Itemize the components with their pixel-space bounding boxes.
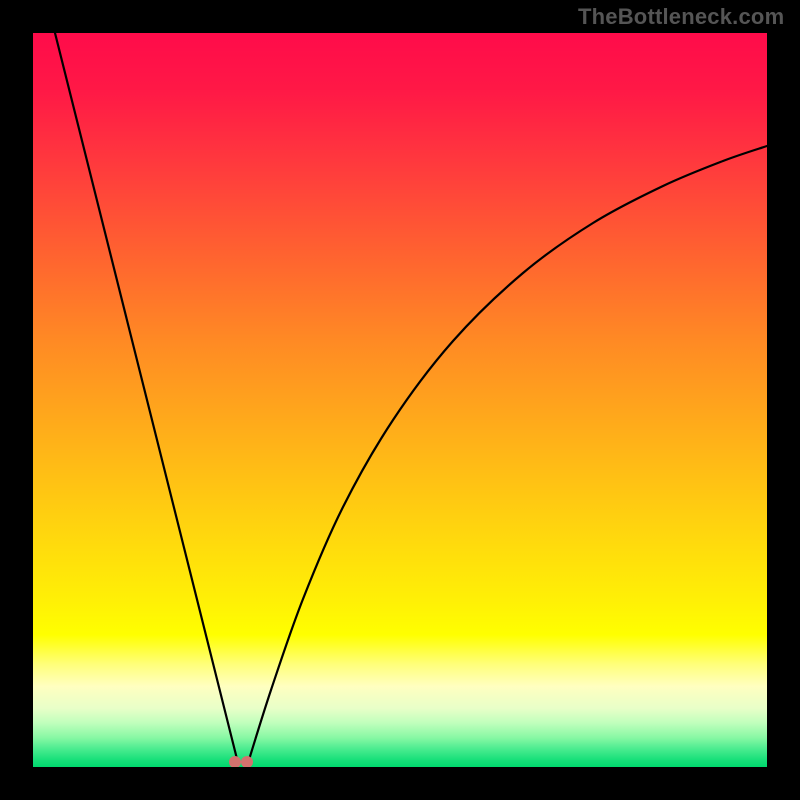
watermark-text: TheBottleneck.com	[578, 4, 784, 30]
chart-frame: TheBottleneck.com	[0, 0, 800, 800]
curve-left-branch	[55, 33, 238, 763]
curve-right-branch	[248, 146, 767, 763]
bottleneck-curve-layer	[33, 33, 767, 767]
plot-area	[33, 33, 767, 767]
minimum-marker	[229, 756, 241, 767]
minimum-marker	[241, 756, 253, 767]
